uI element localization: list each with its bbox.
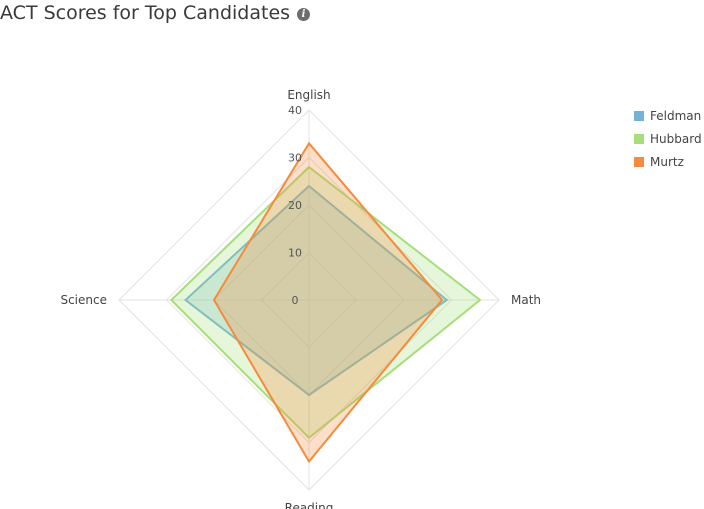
- tick-label: 40: [288, 104, 302, 117]
- axis-label-reading: Reading: [285, 501, 334, 509]
- radar-series-group: [169, 141, 482, 464]
- tick-label: 20: [288, 199, 302, 212]
- legend-label: Feldman: [650, 108, 702, 123]
- legend-item-hubbard[interactable]: Hubbard: [634, 127, 702, 150]
- legend-label: Murtz: [650, 154, 684, 169]
- series-feldman: [183, 184, 449, 397]
- legend-label: Hubbard: [650, 131, 702, 146]
- series-murtz: [212, 141, 444, 464]
- legend-swatch: [634, 110, 644, 121]
- tick-label: 0: [292, 294, 299, 307]
- tick-label: 30: [288, 152, 302, 165]
- legend-item-feldman[interactable]: Feldman: [634, 104, 702, 127]
- info-icon[interactable]: i: [297, 7, 311, 21]
- axis-label-english: English: [287, 88, 330, 102]
- series-hubbard: [169, 165, 482, 440]
- axis-label-science: Science: [60, 293, 107, 307]
- chart-header: ACT Scores for Top Candidates i: [0, 0, 311, 26]
- legend-item-murtz[interactable]: Murtz: [634, 150, 702, 173]
- axis-label-math: Math: [511, 293, 541, 307]
- tick-label: 10: [288, 247, 302, 260]
- legend-swatch: [634, 156, 644, 167]
- legend-swatch: [634, 133, 644, 144]
- legend: Feldman Hubbard Murtz: [634, 104, 702, 173]
- chart-title: ACT Scores for Top Candidates: [0, 2, 291, 24]
